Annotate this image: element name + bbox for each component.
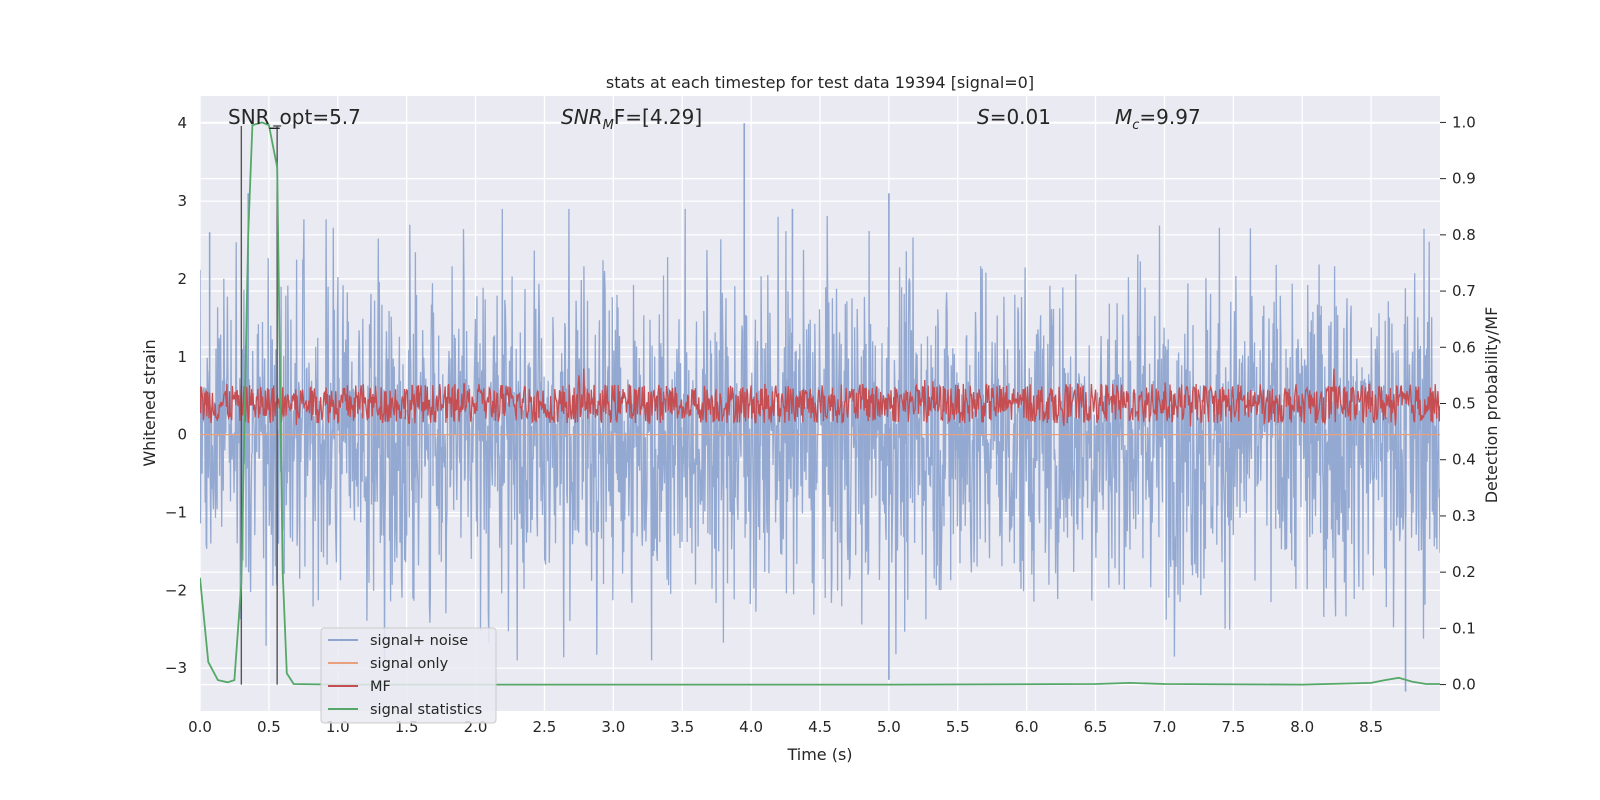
y-axis-ticks: 4 3 2 1 0 −1 −2 −3 xyxy=(165,114,187,677)
x-tick-label: 7.5 xyxy=(1221,718,1245,736)
y-tick-label: −2 xyxy=(165,581,187,599)
snr-opt-annotation: SNR_opt=5.7 xyxy=(228,105,361,129)
y-right-tick-label: 0.8 xyxy=(1452,226,1476,244)
legend-label-signal-noise: signal+ noise xyxy=(370,633,468,649)
snr-mf-rest: F=[4.29] xyxy=(614,105,702,129)
y-right-axis-ticks: 1.0 0.9 0.8 0.7 0.6 0.5 0.4 0.3 0.2 0.1 0.0 xyxy=(1440,113,1476,694)
y-right-tick-label: 0.0 xyxy=(1452,676,1476,694)
y-tick-label: 0 xyxy=(177,426,187,444)
legend-label-mf: MF xyxy=(370,679,391,695)
y-right-tick-label: 0.9 xyxy=(1452,170,1476,188)
y-right-tick-label: 0.2 xyxy=(1452,563,1476,581)
y-tick-label: 3 xyxy=(177,192,187,210)
s-main: S xyxy=(977,105,990,129)
x-tick-label: 5.0 xyxy=(877,718,901,736)
y-tick-label: 1 xyxy=(177,348,187,366)
x-tick-label: 0.0 xyxy=(188,718,212,736)
y-right-tick-label: 0.7 xyxy=(1452,282,1476,300)
s-rest: =0.01 xyxy=(990,105,1051,129)
mf-line xyxy=(200,368,1440,427)
y-right-tick-label: 1.0 xyxy=(1452,113,1476,131)
x-tick-label: 6.0 xyxy=(1015,718,1039,736)
s-annotation: S=0.01 xyxy=(977,105,1051,129)
mc-rest: =9.97 xyxy=(1139,105,1200,129)
mc-main: M xyxy=(1115,105,1132,129)
legend-label-signal-only: signal only xyxy=(370,656,449,672)
y-tick-label: −3 xyxy=(165,659,187,677)
signal-statistics-line xyxy=(200,121,1440,686)
y-tick-label: 2 xyxy=(177,270,187,288)
y-tick-label: 4 xyxy=(177,114,187,132)
x-tick-label: 6.5 xyxy=(1084,718,1108,736)
snr-mf-sub: M xyxy=(603,118,614,133)
y-right-axis-label: Detection probability/MF xyxy=(1482,307,1501,504)
x-tick-label: 8.0 xyxy=(1290,718,1314,736)
y-right-tick-label: 0.3 xyxy=(1452,507,1476,525)
y-right-tick-label: 0.5 xyxy=(1452,395,1476,413)
snr-mf-annotation: SNRMF=[4.29] xyxy=(561,105,702,133)
x-tick-label: 4.5 xyxy=(808,718,832,736)
mc-annotation: Mc=9.97 xyxy=(1115,105,1201,133)
signal-noise-line xyxy=(200,208,1440,661)
legend-box xyxy=(320,627,497,724)
y-axis-label: Whitened strain xyxy=(140,339,159,466)
x-tick-label: 5.5 xyxy=(946,718,970,736)
mc-sub: c xyxy=(1132,118,1139,133)
y-right-tick-label: 0.6 xyxy=(1452,338,1476,356)
x-tick-label: 3.5 xyxy=(670,718,694,736)
chart-title: stats at each timestep for test data 193… xyxy=(606,73,1034,92)
mf-series xyxy=(200,368,1440,427)
signal-statistics-series xyxy=(200,121,1440,686)
x-tick-label: 2.5 xyxy=(533,718,557,736)
legend-label-signal-statistics: signal statistics xyxy=(370,702,482,718)
legend: signal+ noise signal only MF signal stat… xyxy=(320,627,497,724)
x-tick-label: 8.5 xyxy=(1359,718,1383,736)
x-tick-label: 7.0 xyxy=(1153,718,1177,736)
x-tick-label: 4.0 xyxy=(739,718,763,736)
y-right-tick-label: 0.4 xyxy=(1452,451,1476,469)
plot-area xyxy=(200,121,1440,692)
y-right-tick-label: 0.1 xyxy=(1452,619,1476,637)
snr-mf-main: SNR xyxy=(561,105,603,129)
y-tick-label: −1 xyxy=(165,503,187,521)
x-tick-label: 3.0 xyxy=(601,718,625,736)
x-tick-label: 0.5 xyxy=(257,718,281,736)
x-axis-label: Time (s) xyxy=(786,745,852,764)
